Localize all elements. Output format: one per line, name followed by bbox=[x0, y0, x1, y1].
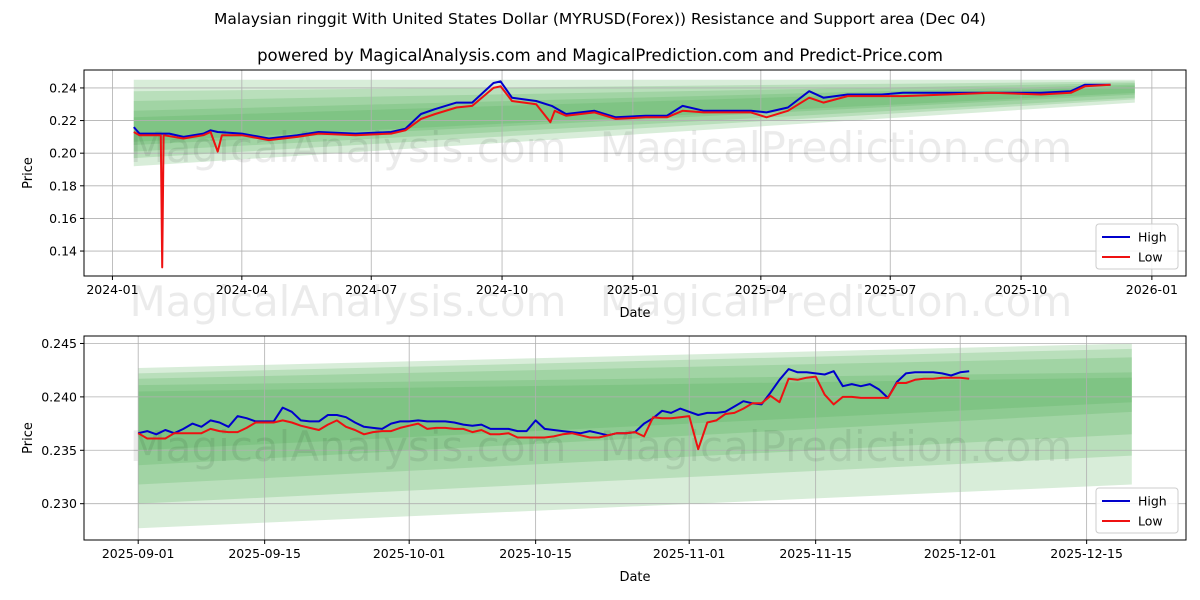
chart-title: Malaysian ringgit With United States Dol… bbox=[214, 10, 986, 28]
support-resistance-band bbox=[133, 81, 1135, 159]
support-resistance-band bbox=[133, 79, 1135, 167]
series-line-low bbox=[137, 375, 970, 451]
y-axis-label: Price bbox=[21, 157, 36, 189]
y-tick-label: 0.240 bbox=[41, 389, 77, 404]
y-tick-label: 0.22 bbox=[49, 113, 77, 128]
x-tick-label: 2024-01 bbox=[86, 282, 138, 297]
support-resistance-band bbox=[138, 372, 1132, 466]
legend: High Low bbox=[1095, 487, 1179, 534]
x-tick-label: 2025-10-01 bbox=[373, 546, 446, 561]
x-tick-label: 2025-09-01 bbox=[102, 546, 175, 561]
y-tick-label: 0.230 bbox=[41, 496, 77, 511]
watermark: MagicalAnalysis.com bbox=[130, 422, 567, 471]
watermark: MagicalPrediction.com bbox=[600, 277, 1073, 326]
axes-frame bbox=[83, 69, 1187, 277]
support-resistance-band bbox=[138, 377, 1132, 451]
support-resistance-band bbox=[133, 84, 1135, 146]
y-axis-label: Price bbox=[21, 422, 36, 454]
support-resistance-band bbox=[138, 348, 1132, 504]
series-line-low bbox=[133, 83, 1111, 269]
y-tick-label: 0.24 bbox=[49, 80, 77, 95]
chart-subtitle: powered by MagicalAnalysis.com and Magic… bbox=[257, 46, 943, 65]
legend-label: Low bbox=[1138, 514, 1163, 529]
x-tick-label: 2025-11-01 bbox=[653, 546, 726, 561]
x-tick-label: 2025-12-01 bbox=[924, 546, 997, 561]
y-tick-label: 0.18 bbox=[49, 178, 77, 193]
chart-1: 2024-01 2024-04 2024-07 2024-10 2025-01 2025-… bbox=[21, 69, 1187, 326]
x-axis-label: Date bbox=[619, 306, 650, 321]
watermark: MagicalPrediction.com bbox=[600, 123, 1073, 172]
y-tick-label: 0.235 bbox=[41, 443, 77, 458]
y-tick-label: 0.16 bbox=[49, 211, 77, 226]
x-axis-label: Date bbox=[619, 570, 650, 585]
support-resistance-band bbox=[133, 86, 1135, 142]
series-line-high bbox=[133, 80, 1111, 140]
legend: High Low bbox=[1095, 223, 1179, 270]
x-tick-label: 2025-11-15 bbox=[779, 546, 852, 561]
watermark: MagicalAnalysis.com bbox=[130, 277, 567, 326]
x-tick-label: 2025-10 bbox=[995, 282, 1047, 297]
watermark: MagicalPrediction.com bbox=[600, 422, 1073, 471]
x-tick-label: 2026-01 bbox=[1126, 282, 1178, 297]
x-tick-label: 2025-10-15 bbox=[499, 546, 572, 561]
x-tick-label: 2025-09-15 bbox=[228, 546, 301, 561]
legend-label: Low bbox=[1138, 250, 1163, 265]
support-resistance-band bbox=[138, 357, 1132, 485]
chart-2: 2025-09-01 2025-09-15 2025-10-01 2025-10-15… bbox=[21, 335, 1187, 585]
x-tick-label: 2024-07 bbox=[345, 282, 397, 297]
y-tick-label: 0.20 bbox=[49, 146, 77, 161]
x-tick-label: 2025-12-15 bbox=[1050, 546, 1123, 561]
x-tick-label: 2025-07 bbox=[864, 282, 916, 297]
legend-label: High bbox=[1138, 494, 1167, 509]
y-tick-label: 0.245 bbox=[41, 336, 77, 351]
support-resistance-band bbox=[138, 343, 1132, 529]
watermark: MagicalAnalysis.com bbox=[130, 123, 567, 172]
legend-label: High bbox=[1138, 230, 1167, 245]
series-line-high bbox=[137, 368, 970, 437]
x-tick-label: 2024-10 bbox=[476, 282, 528, 297]
y-tick-label: 0.14 bbox=[49, 244, 77, 259]
axes-frame bbox=[83, 335, 1187, 541]
x-tick-label: 2024-04 bbox=[216, 282, 268, 297]
x-tick-label: 2025-01 bbox=[607, 282, 659, 297]
x-tick-label: 2025-04 bbox=[735, 282, 787, 297]
